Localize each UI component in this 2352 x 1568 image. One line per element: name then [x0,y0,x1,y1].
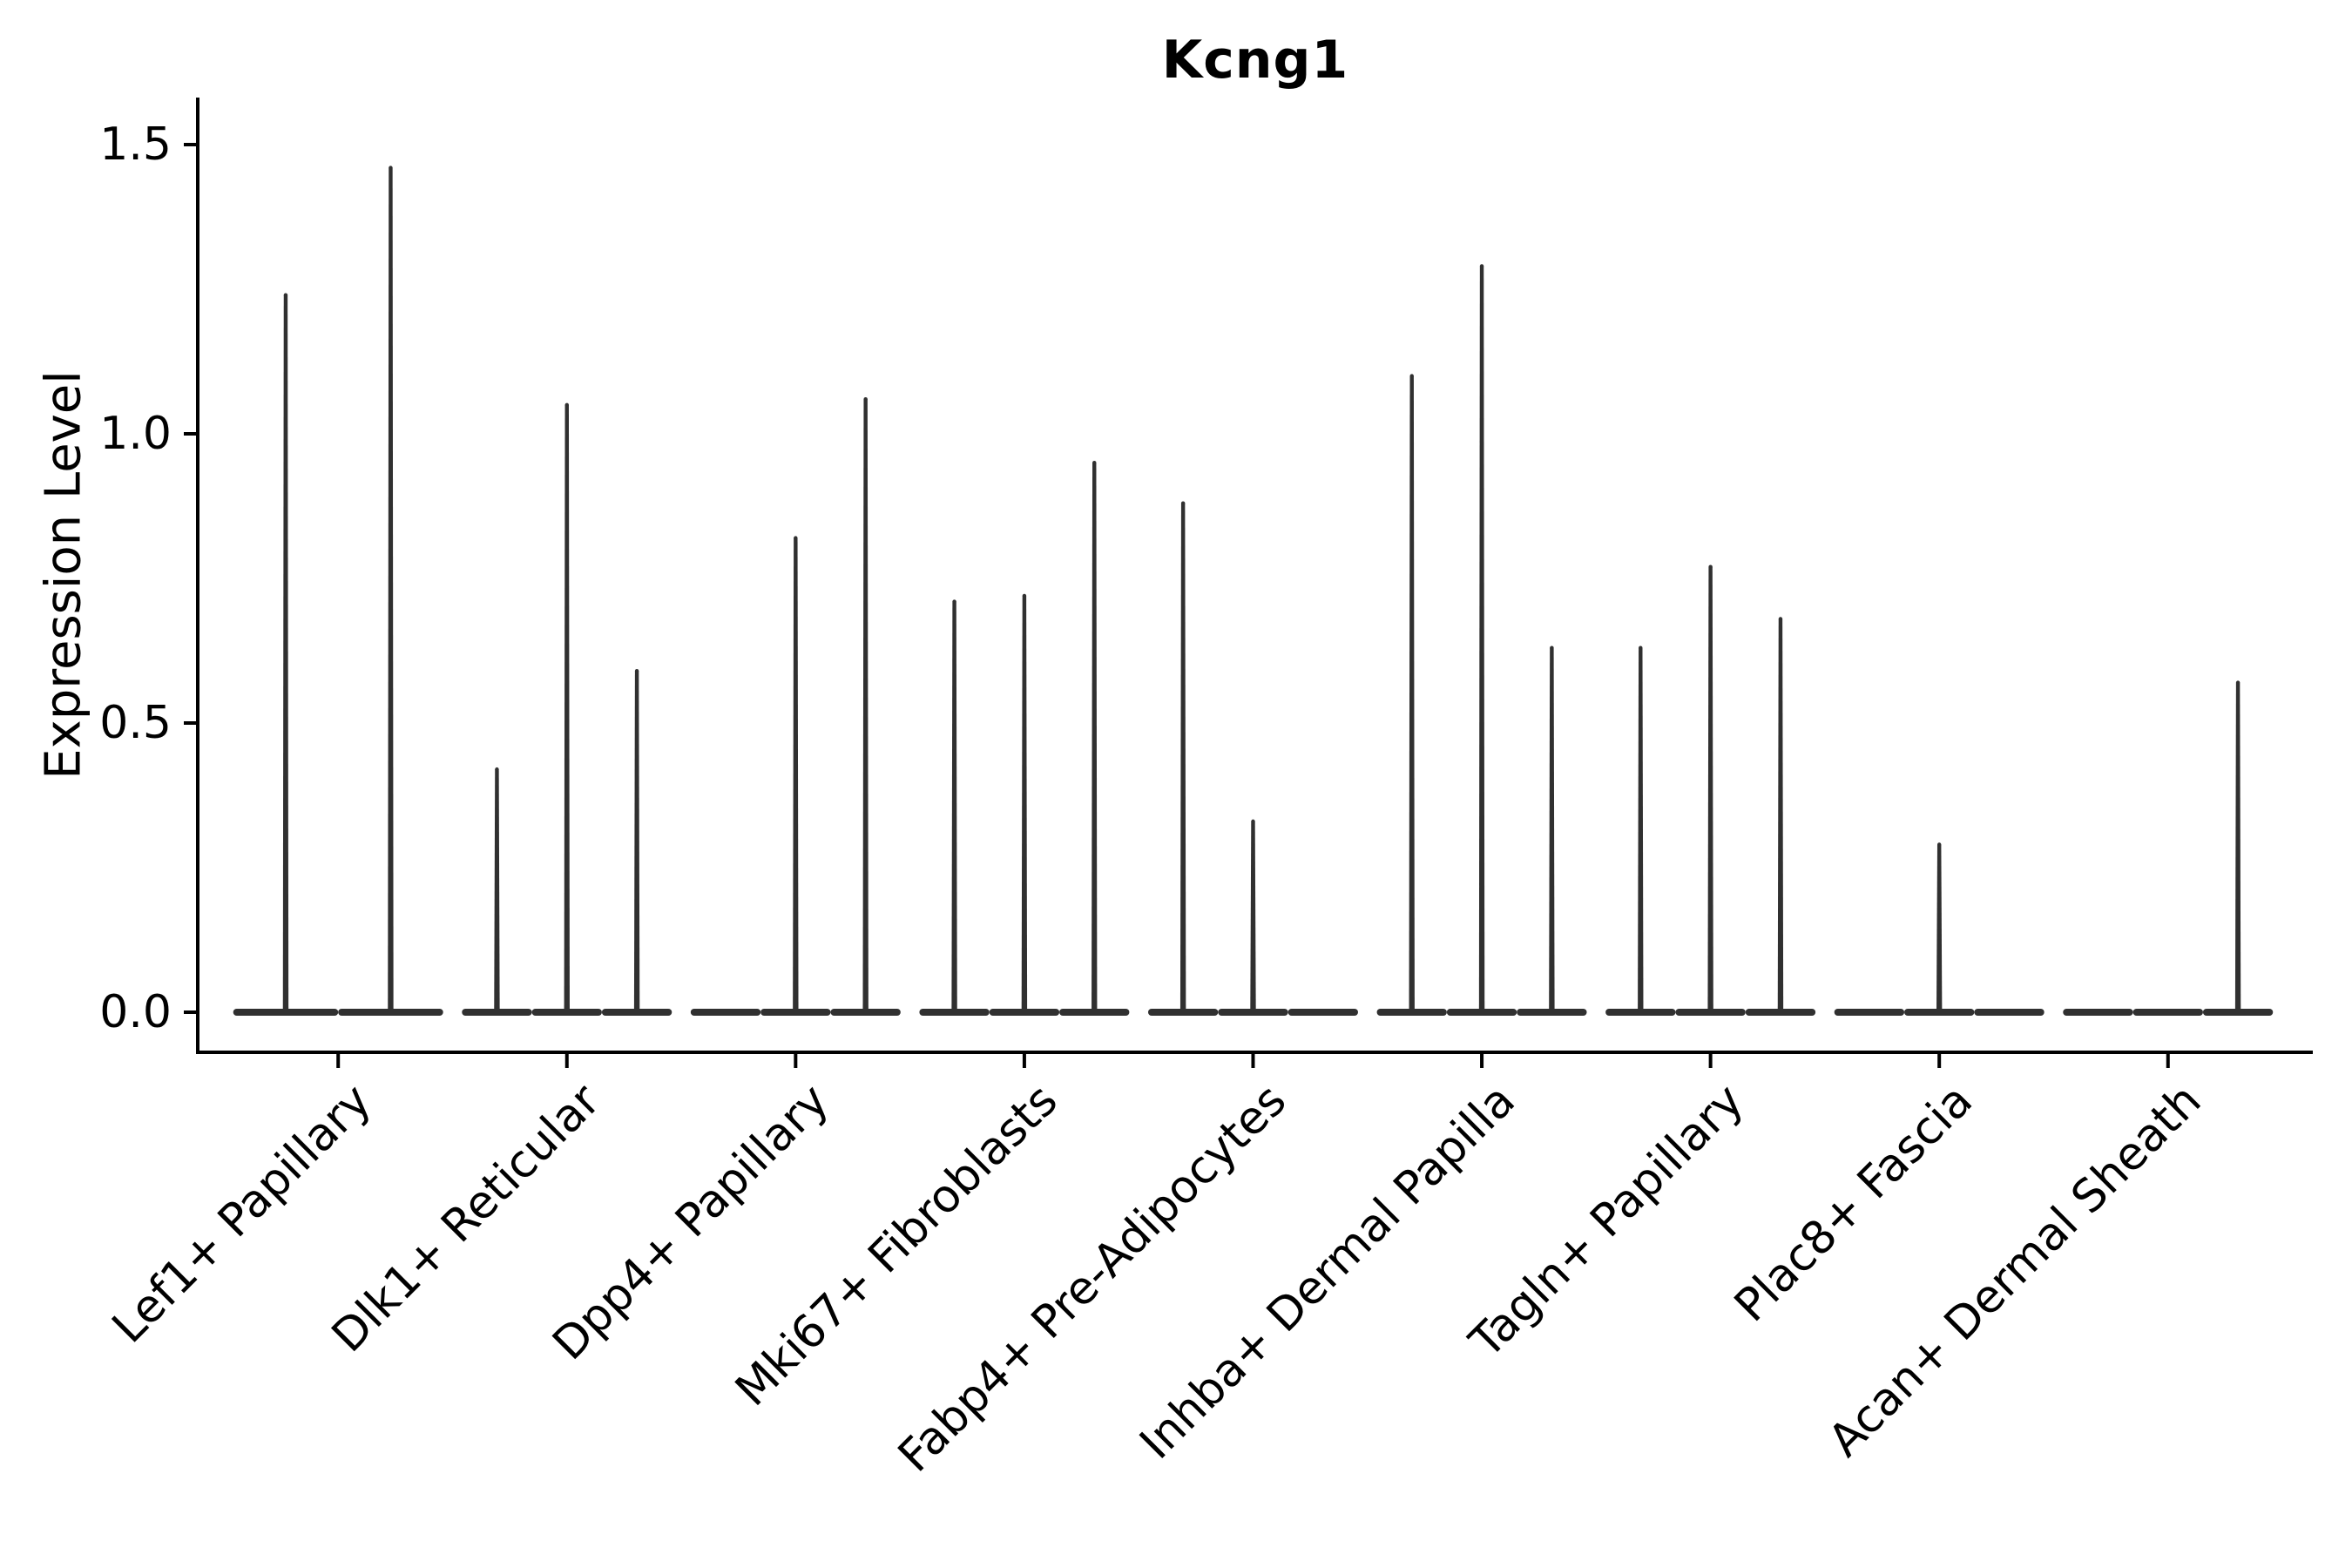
violin-spike-cap [495,767,499,772]
violin-spike [633,671,640,1012]
violin-spike [951,601,957,1012]
violin-spike-cap [1092,461,1097,465]
violin-spike [1549,647,1555,1012]
x-tick-label: Plac8+ Fascia [1725,1074,1983,1332]
violin-base [1974,1009,2044,1016]
violin-base [1834,1009,1905,1016]
violin-spike [1409,375,1415,1013]
violin-spike [388,167,394,1012]
violin-spike [1707,566,1713,1012]
violin-spike [793,537,799,1012]
violin-spike-cap [794,536,798,540]
violin-spike [564,404,570,1012]
violin-base [690,1009,761,1016]
y-tick-label: 0.5 [99,697,172,749]
violin-spike-cap [1251,819,1255,824]
violin-base [2063,1009,2133,1016]
violin-spike [1179,503,1186,1012]
violin-spike-cap [1550,645,1554,650]
violin-spike-cap [1180,501,1186,505]
violin-spike-cap [863,396,868,402]
violin-spike [1777,618,1784,1012]
violin-spike-cap [1639,645,1643,650]
violin-spike [282,294,289,1012]
violin-spike-cap [1022,593,1027,598]
y-tick-label: 0.0 [99,986,172,1038]
x-tick-label: Fabp4+ Pre-Adipocytes [889,1074,1296,1482]
violin-spike [862,399,868,1012]
violin-base [2132,1009,2203,1016]
y-tick-label: 1.0 [99,408,172,460]
violin-spike [1936,844,1943,1012]
chart-title: Kcng1 [1161,30,1349,91]
violin-spike-cap [634,669,639,673]
violin-spike [2234,682,2241,1012]
violin-spike [1250,821,1256,1012]
violin-spike-cap [952,599,956,604]
violin-spike-cap [564,402,569,407]
violin-spike-cap [1479,264,1484,268]
y-tick-label: 1.5 [99,118,172,171]
violin-spike-cap [2235,680,2240,685]
violin-spike-cap [389,166,393,170]
violin-spike-cap [1936,842,1942,847]
violin-spike-cap [283,293,288,297]
violin-spike-cap [1778,617,1783,621]
violin-base [1288,1009,1358,1016]
violin-spike-cap [1409,374,1414,378]
violin-spike [494,769,500,1012]
violin-spike [1021,595,1028,1012]
x-tick-label: Inhba+ Dermal Papilla [1130,1074,1524,1469]
violin-spike [1092,463,1098,1012]
violin-spike [1638,647,1644,1012]
x-tick-label: Acan+ Dermal Sheath [1819,1074,2212,1467]
violin-spike-cap [1708,564,1713,569]
violin-spike [1478,266,1485,1012]
